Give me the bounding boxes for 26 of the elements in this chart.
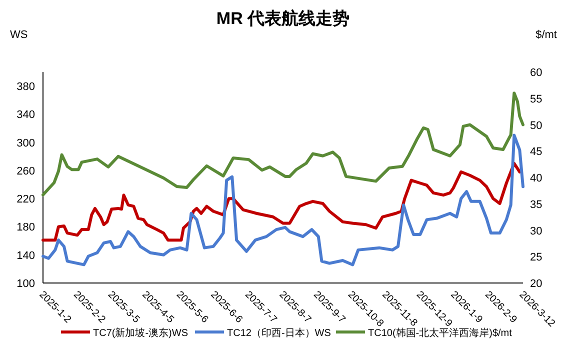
- y-tick-label: 100: [16, 278, 35, 290]
- line-series: [42, 134, 524, 266]
- y2-tick-label: 35: [530, 198, 542, 211]
- y-tick-label: 140: [16, 250, 35, 262]
- legend-label: TC7(新加坡-澳东)WS: [93, 327, 188, 339]
- y2-tick-label: 30: [530, 225, 542, 238]
- line-series: [42, 92, 524, 196]
- y2-tick-label: 40: [530, 172, 542, 184]
- y2-axis-title: $/mt: [536, 29, 557, 41]
- line-series: [42, 162, 522, 242]
- y-tick-label: 220: [16, 194, 35, 206]
- y2-tick-label: 60: [530, 67, 542, 79]
- y-tick-label: 380: [16, 81, 35, 94]
- y-axis-title: WS: [10, 29, 28, 41]
- y-tick-label: 300: [16, 137, 35, 150]
- y2-tick-label: 20: [530, 278, 542, 290]
- legend-label: TC10(韩国-北太平洋西海岸)$/mt: [368, 327, 512, 339]
- chart-title: MR 代表航线走势: [216, 9, 350, 28]
- y-tick-label: 180: [16, 222, 35, 234]
- y2-tick-label: 50: [530, 120, 542, 132]
- y2-tick-label: 55: [530, 93, 542, 106]
- y-tick-label: 260: [16, 165, 35, 178]
- y2-tick-label: 25: [530, 252, 542, 264]
- y2-tick-label: 45: [530, 146, 542, 158]
- legend-label: TC12（印西-日本）WS: [227, 327, 332, 339]
- y-tick-label: 340: [16, 109, 35, 122]
